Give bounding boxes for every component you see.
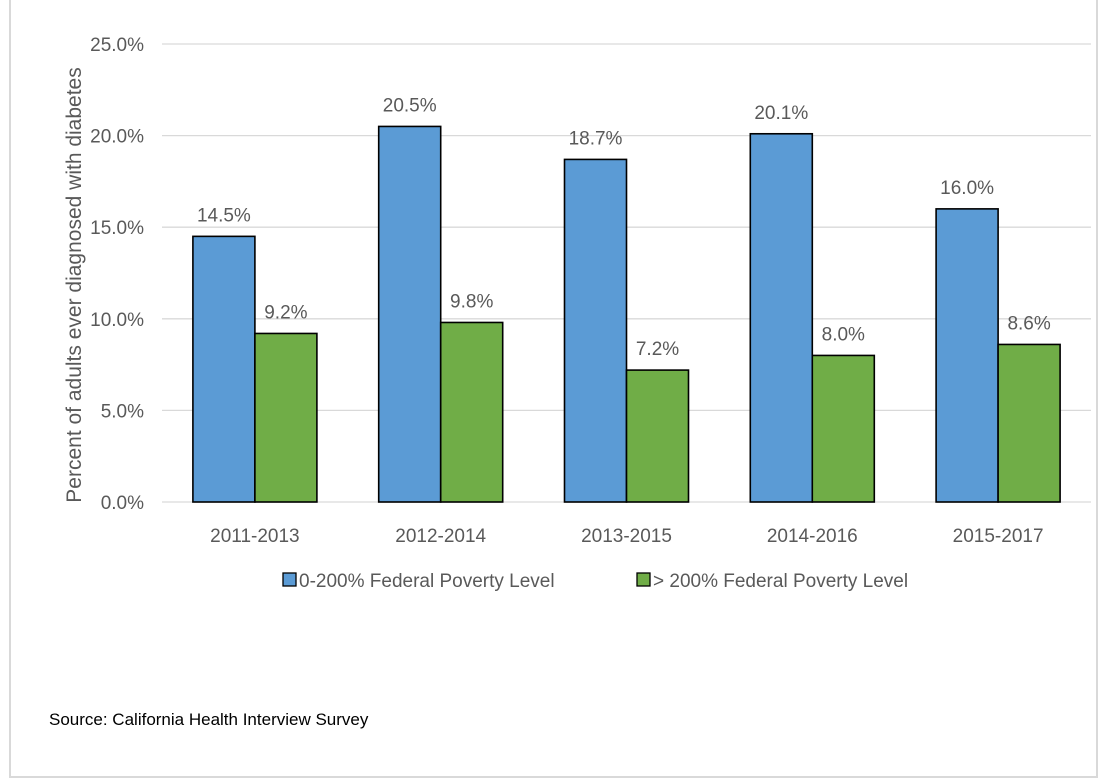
y-tick-label: 25.0% [90,35,144,56]
y-tick-label: 20.0% [90,127,144,148]
x-tick-label: 2011-2013 [210,526,299,547]
x-tick-label: 2012-2014 [395,526,486,547]
legend-swatch-high-income [636,572,651,587]
x-tick-label: 2013-2015 [581,526,672,547]
bar-value-label: 9.8% [450,291,493,312]
bar-value-label: 7.2% [636,339,679,360]
y-axis-title: Percent of adults ever diagnosed with di… [63,67,86,502]
bar-value-label: 9.2% [264,302,307,323]
bar-low-income [935,208,999,503]
y-tick-label: 0.0% [101,493,144,514]
bar-value-label: 8.6% [1007,313,1050,334]
legend-swatch-low-income [282,572,297,587]
bar-low-income [749,132,814,503]
y-tick-label: 15.0% [90,218,144,239]
bar-high-income [625,369,690,503]
bar-high-income [254,332,318,503]
x-tick-label: 2014-2016 [767,526,858,547]
diabetes-bar-chart: 14.5% 9.2% 20.5% 9.8% 18.7% 7.2% 20.1% 8.0% 16.0… [63,35,1091,592]
bar-value-label: 16.0% [940,178,994,199]
bar-value-label: 14.5% [197,205,251,226]
bar-value-label: 20.5% [383,95,437,116]
axis-ticks: 0.0% 5.0% 10.0% 15.0% 20.0% 25.0% 2011-2013 201… [90,35,1043,547]
bar-high-income [811,354,876,503]
legend-label-low-income: 0-200% Federal Poverty Level [299,571,555,592]
y-tick-label: 5.0% [101,401,144,422]
bar-high-income [997,343,1061,503]
bar-low-income [563,158,628,503]
bar-value-label: 18.7% [569,128,623,149]
legend-label-high-income: > 200% Federal Poverty Level [653,571,908,592]
y-tick-label: 10.0% [90,310,144,331]
bar-low-income [192,235,256,503]
bar-value-label: 8.0% [822,324,865,345]
bars [192,125,1061,503]
bar-low-income [377,125,442,503]
source-note: Source: California Health Interview Surv… [49,710,369,729]
data-labels: 14.5% 9.2% 20.5% 9.8% 18.7% 7.2% 20.1% 8.0% 16.0… [197,95,1051,360]
legend: 0-200% Federal Poverty Level > 200% Feder… [282,571,908,592]
bar-high-income [439,321,504,503]
x-tick-label: 2015-2017 [953,526,1044,547]
bar-value-label: 20.1% [754,103,808,124]
chart-frame: 14.5% 9.2% 20.5% 9.8% 18.7% 7.2% 20.1% 8.0% 16.0… [9,0,1098,778]
